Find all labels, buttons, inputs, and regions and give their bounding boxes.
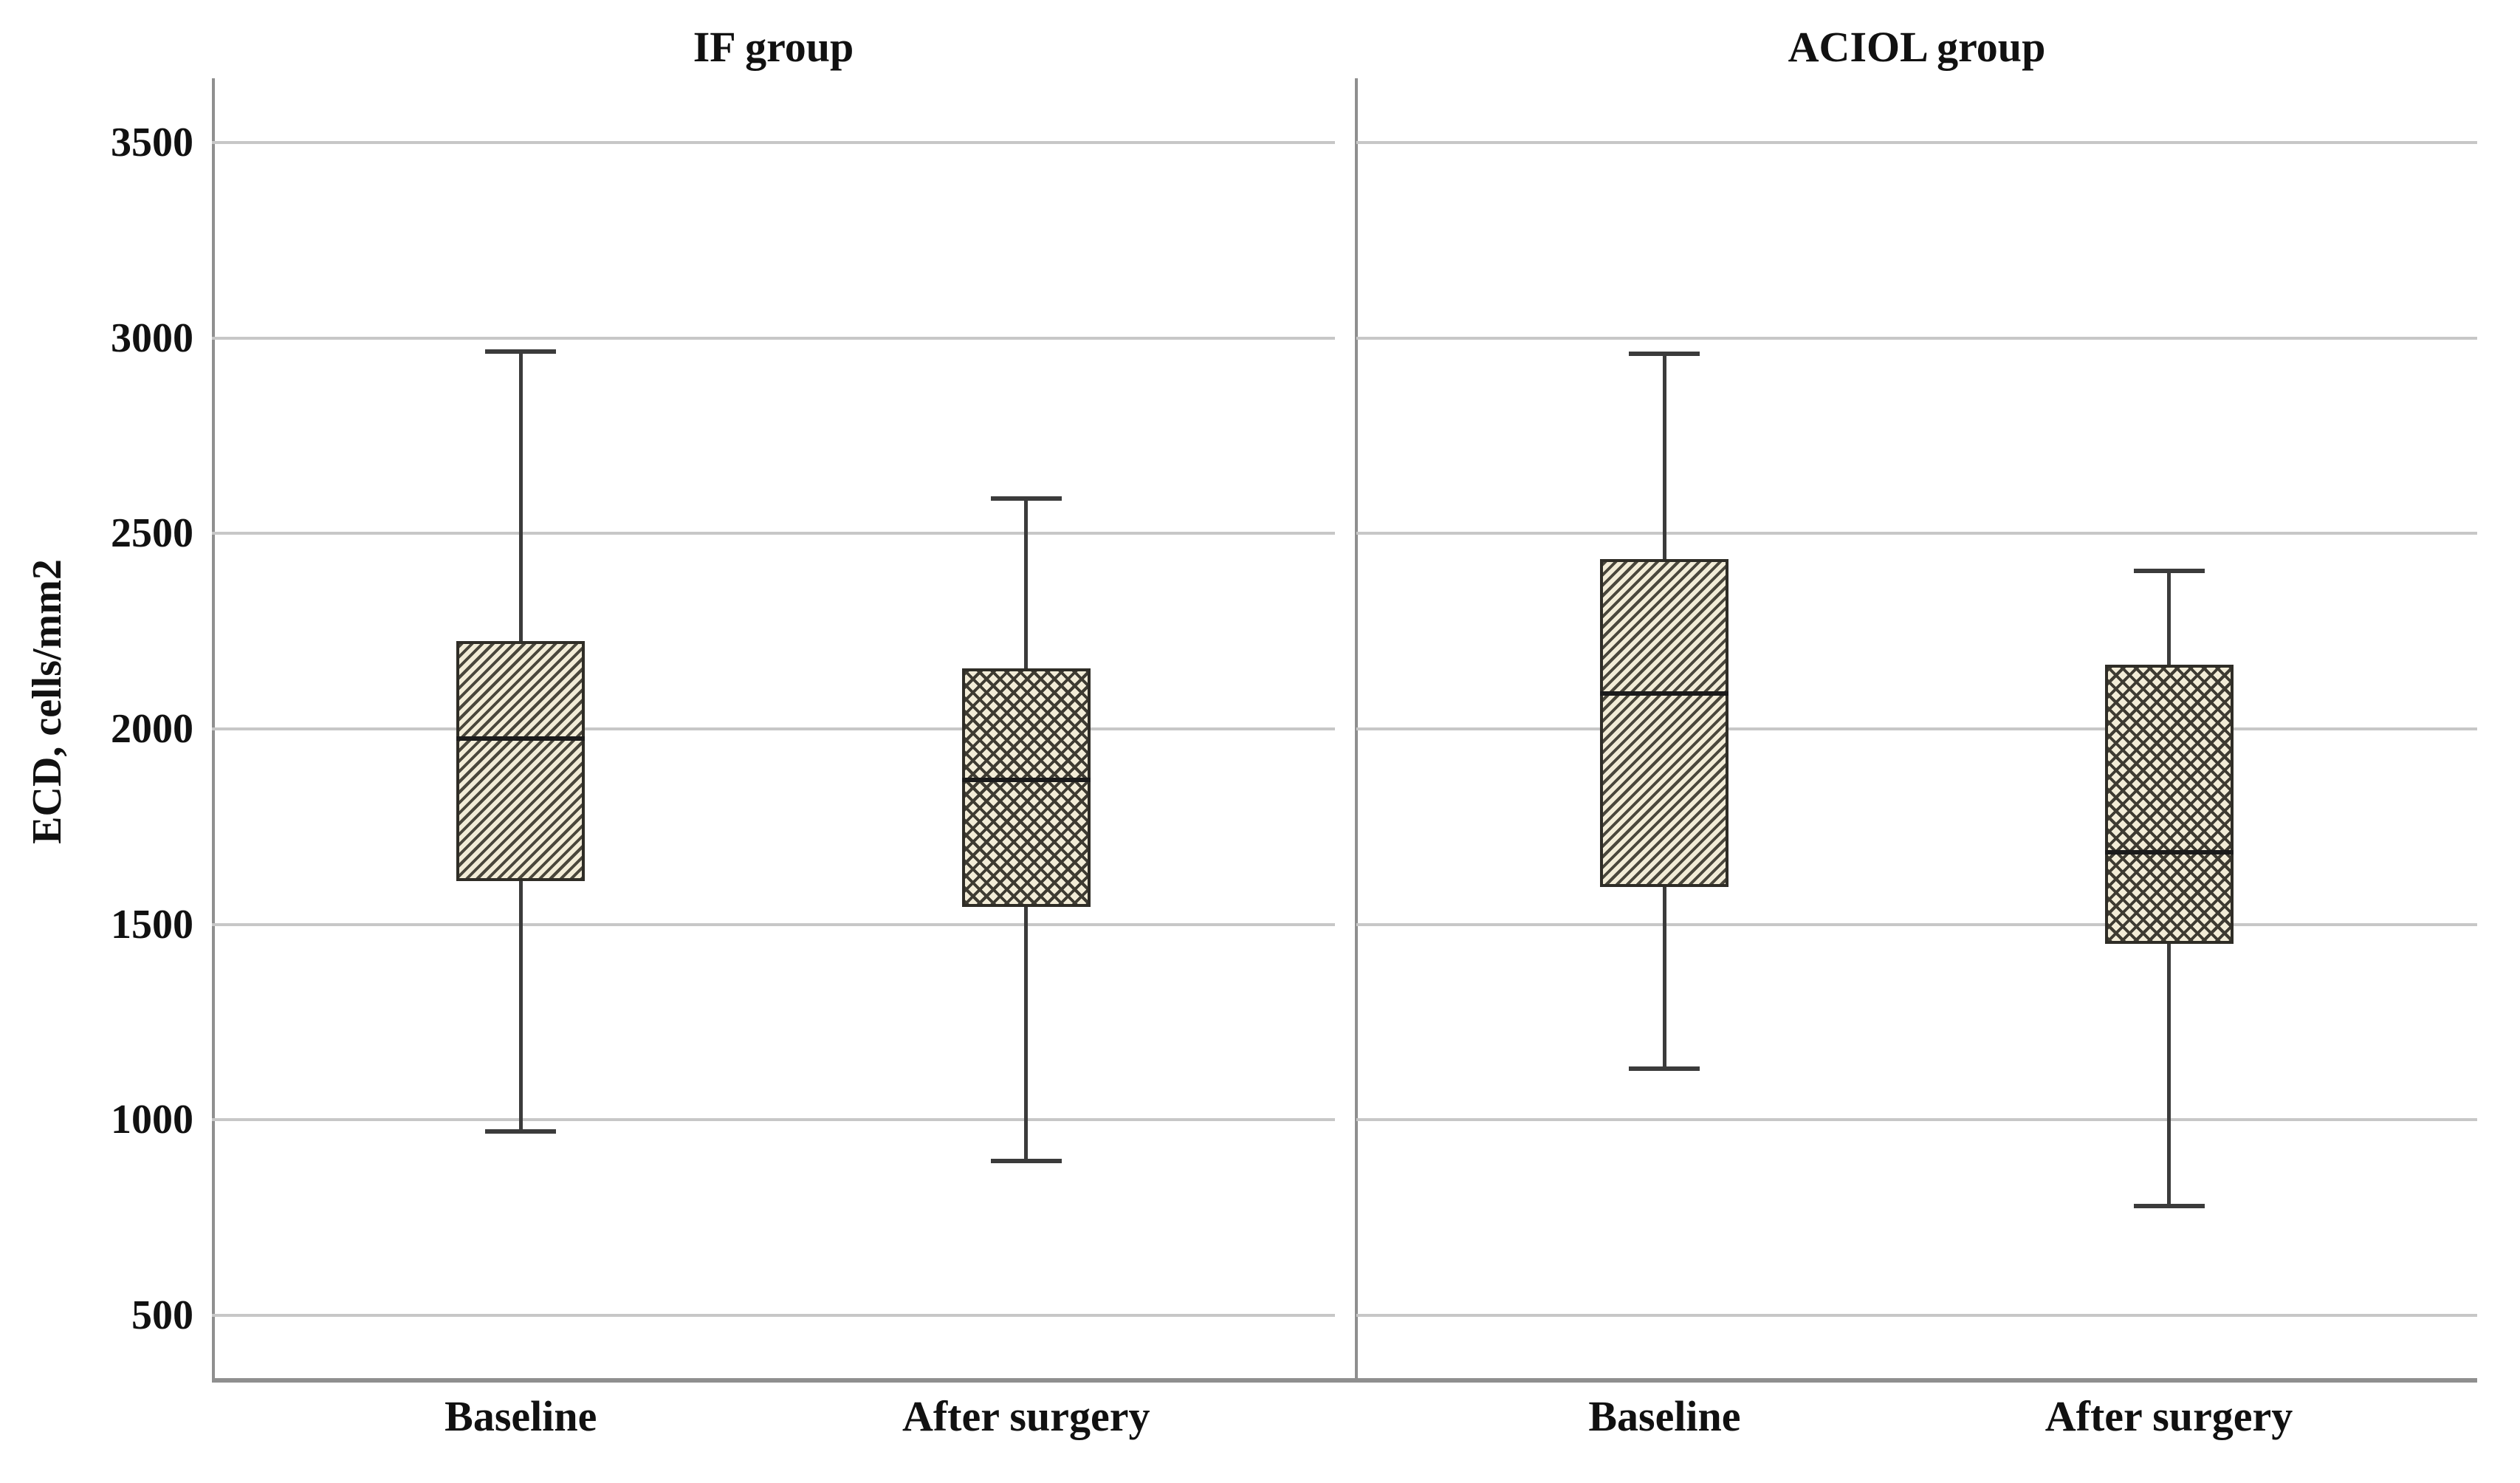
gridline [212, 1313, 1335, 1317]
y-tick-label: 3500 [111, 120, 193, 166]
y-tick-label: 2500 [111, 510, 193, 557]
panel-2 [1356, 78, 2477, 1380]
median-line [961, 777, 1091, 782]
gridline [1356, 532, 2477, 535]
gridline [1356, 1118, 2477, 1122]
x-axis-line [212, 1378, 2477, 1383]
category-label: Baseline [444, 1392, 597, 1440]
panel-title: IF group [693, 23, 854, 71]
gridline [212, 1118, 1335, 1122]
gridline [212, 727, 1335, 730]
y-tick-label: 3000 [111, 315, 193, 361]
whisker-cap-bottom [990, 1158, 1062, 1163]
whisker-cap-bottom [485, 1129, 557, 1134]
gridline [1356, 1313, 2477, 1317]
gridline [1356, 336, 2477, 340]
gridline [212, 922, 1335, 926]
whisker-cap-bottom [1629, 1066, 1700, 1072]
y-tick-label: 500 [131, 1292, 193, 1338]
panel-title: ACIOL group [1788, 23, 2046, 71]
median-line [456, 736, 586, 742]
category-label: After surgery [2045, 1392, 2293, 1440]
y-tick-label: 1000 [111, 1097, 193, 1143]
gridline [212, 336, 1335, 340]
box-crosshatch [961, 668, 1091, 907]
box-crosshatch [2104, 664, 2234, 944]
category-label: Baseline [1588, 1392, 1741, 1440]
gridline [1356, 727, 2477, 730]
y-tick-label: 2000 [111, 706, 193, 752]
gridline [1356, 141, 2477, 145]
whisker-cap-top [485, 349, 557, 355]
gridline [212, 141, 1335, 145]
median-line [1600, 691, 1729, 696]
median-line [2104, 849, 2234, 854]
plot-area [212, 78, 2477, 1383]
whisker-cap-top [1629, 352, 1700, 357]
panel-1 [212, 78, 1335, 1380]
category-label: After surgery [902, 1392, 1150, 1440]
box-diagonal [1600, 558, 1729, 888]
whisker-cap-top [990, 496, 1062, 501]
gridline [212, 532, 1335, 535]
y-tick-label: 1500 [111, 901, 193, 948]
whisker-cap-bottom [2133, 1203, 2205, 1208]
gridline [1356, 922, 2477, 926]
whisker-cap-top [2133, 568, 2205, 573]
box-diagonal [456, 640, 586, 882]
